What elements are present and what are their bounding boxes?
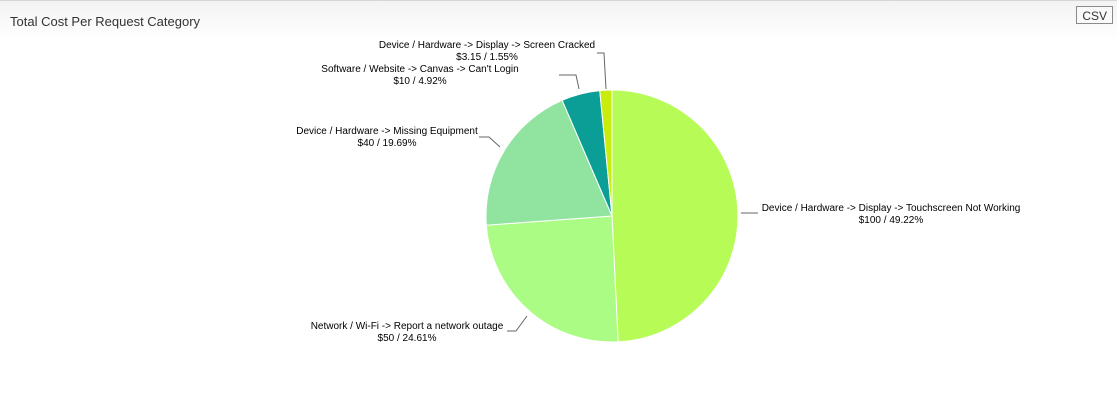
label-connector <box>597 52 607 90</box>
label-connector <box>507 315 528 332</box>
slice-value-label: $40 / 19.69% <box>358 138 417 149</box>
slice-value-label: $3.15 / 1.55% <box>456 52 518 63</box>
label-connector <box>559 74 580 90</box>
slice-name-label: Network / Wi-Fi -> Report a network outa… <box>311 321 504 332</box>
slice-value-label: $10 / 4.92% <box>393 76 446 87</box>
slice-name-label: Device / Hardware -> Missing Equipment <box>296 126 478 137</box>
chart-title: Total Cost Per Request Category <box>10 14 201 29</box>
slice-value-label: $50 / 24.61% <box>378 333 437 344</box>
slice-value-label: $100 / 49.22% <box>859 215 924 226</box>
slice-name-label: Device / Hardware -> Display -> Touchscr… <box>762 203 1021 214</box>
panel-header: Total Cost Per Request Category CSV <box>0 0 1117 41</box>
slice-name-label: Software / Website -> Canvas -> Can't Lo… <box>321 64 518 75</box>
pie-slice[interactable] <box>485 99 613 226</box>
slice-name-label: Device / Hardware -> Display -> Screen C… <box>379 40 595 51</box>
label-connector <box>479 136 501 148</box>
pie-slice[interactable] <box>599 89 613 217</box>
pie-slice[interactable] <box>611 89 739 343</box>
pie-slice[interactable] <box>485 215 619 343</box>
csv-export-button[interactable]: CSV <box>1076 6 1113 24</box>
